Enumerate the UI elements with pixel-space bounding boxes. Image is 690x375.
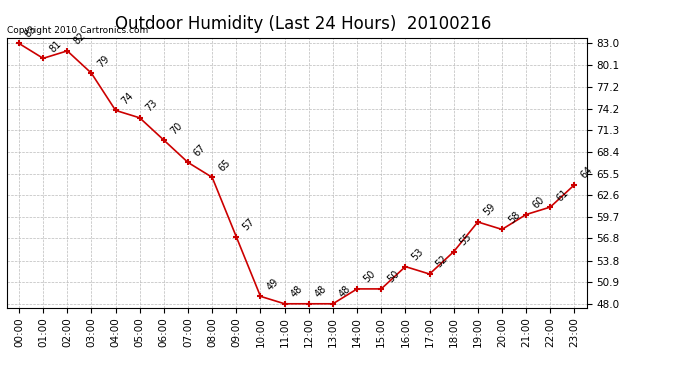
Text: 74: 74: [120, 90, 135, 106]
Text: Copyright 2010 Cartronics.com: Copyright 2010 Cartronics.com: [7, 26, 148, 35]
Text: 81: 81: [48, 38, 63, 54]
Text: 83: 83: [23, 24, 39, 39]
Text: 79: 79: [96, 53, 111, 69]
Text: 61: 61: [555, 187, 570, 203]
Text: 67: 67: [193, 142, 208, 158]
Text: 48: 48: [313, 284, 328, 300]
Text: 50: 50: [386, 269, 401, 285]
Text: 65: 65: [217, 158, 232, 173]
Text: 53: 53: [410, 247, 425, 262]
Text: 48: 48: [289, 284, 304, 300]
Text: 60: 60: [531, 195, 546, 210]
Text: 55: 55: [458, 232, 474, 248]
Text: 57: 57: [241, 217, 257, 232]
Text: 49: 49: [265, 276, 280, 292]
Text: 58: 58: [506, 209, 522, 225]
Text: 70: 70: [168, 120, 184, 136]
Text: 73: 73: [144, 98, 159, 114]
Text: 59: 59: [482, 202, 497, 218]
Text: Outdoor Humidity (Last 24 Hours)  20100216: Outdoor Humidity (Last 24 Hours) 2010021…: [115, 15, 492, 33]
Text: 52: 52: [434, 254, 450, 270]
Text: 50: 50: [362, 269, 377, 285]
Text: 64: 64: [579, 165, 594, 181]
Text: 82: 82: [72, 31, 87, 47]
Text: 48: 48: [337, 284, 353, 300]
